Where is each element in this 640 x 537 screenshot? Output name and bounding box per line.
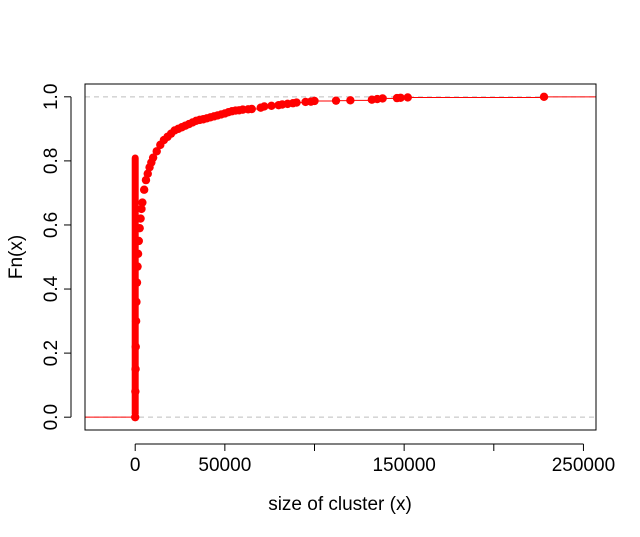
y-tick-label: 0.6: [41, 212, 62, 238]
data-point: [131, 342, 140, 351]
x-tick-label: 150000: [372, 455, 435, 476]
data-point: [135, 223, 144, 233]
data-point: [310, 96, 319, 106]
data-point: [139, 185, 149, 194]
data-point: [267, 101, 276, 110]
data-point: [378, 94, 387, 103]
y-tick-label: 1.0: [41, 84, 62, 110]
x-tick-label: 0: [130, 455, 141, 476]
data-point: [132, 297, 141, 307]
data-point: [132, 278, 142, 287]
data-point: [148, 153, 158, 162]
data-point: [152, 147, 161, 156]
data-point: [134, 236, 143, 246]
data-point: [133, 262, 142, 271]
y-tick-label: 0.0: [41, 404, 62, 430]
data-point: [138, 198, 147, 207]
data-point: [396, 93, 405, 102]
x-axis-label: size of cluster (x): [268, 494, 412, 515]
series-layer: [85, 92, 596, 422]
data-point: [141, 175, 151, 185]
data-point: [131, 387, 140, 396]
data-point: [131, 412, 140, 422]
y-tick-label: 0.4: [41, 275, 62, 302]
data-point: [136, 214, 145, 223]
y-axis-label: Fn(x): [6, 235, 27, 279]
y-tick-label: 0.8: [41, 148, 62, 174]
plot-area: [85, 96, 596, 418]
data-point: [143, 169, 152, 178]
plot-frame: [84, 83, 597, 431]
data-point: [331, 96, 341, 105]
y-tick-label: 0.2: [41, 340, 62, 366]
data-point: [346, 96, 355, 105]
data-point: [292, 98, 301, 107]
data-point: [260, 102, 269, 111]
x-tick-label: 250000: [552, 455, 615, 476]
data-point: [133, 249, 143, 258]
data-point: [131, 316, 141, 326]
data-point: [131, 364, 140, 374]
x-tick-label: 50000: [198, 455, 251, 476]
data-point: [403, 93, 412, 102]
data-point: [137, 204, 146, 214]
data-point: [539, 92, 549, 102]
data-point: [247, 104, 256, 114]
axes-layer: 0 50000 150000 250000 0.0 0.2 0.4 0.6 0.8 1.0: [41, 83, 615, 476]
